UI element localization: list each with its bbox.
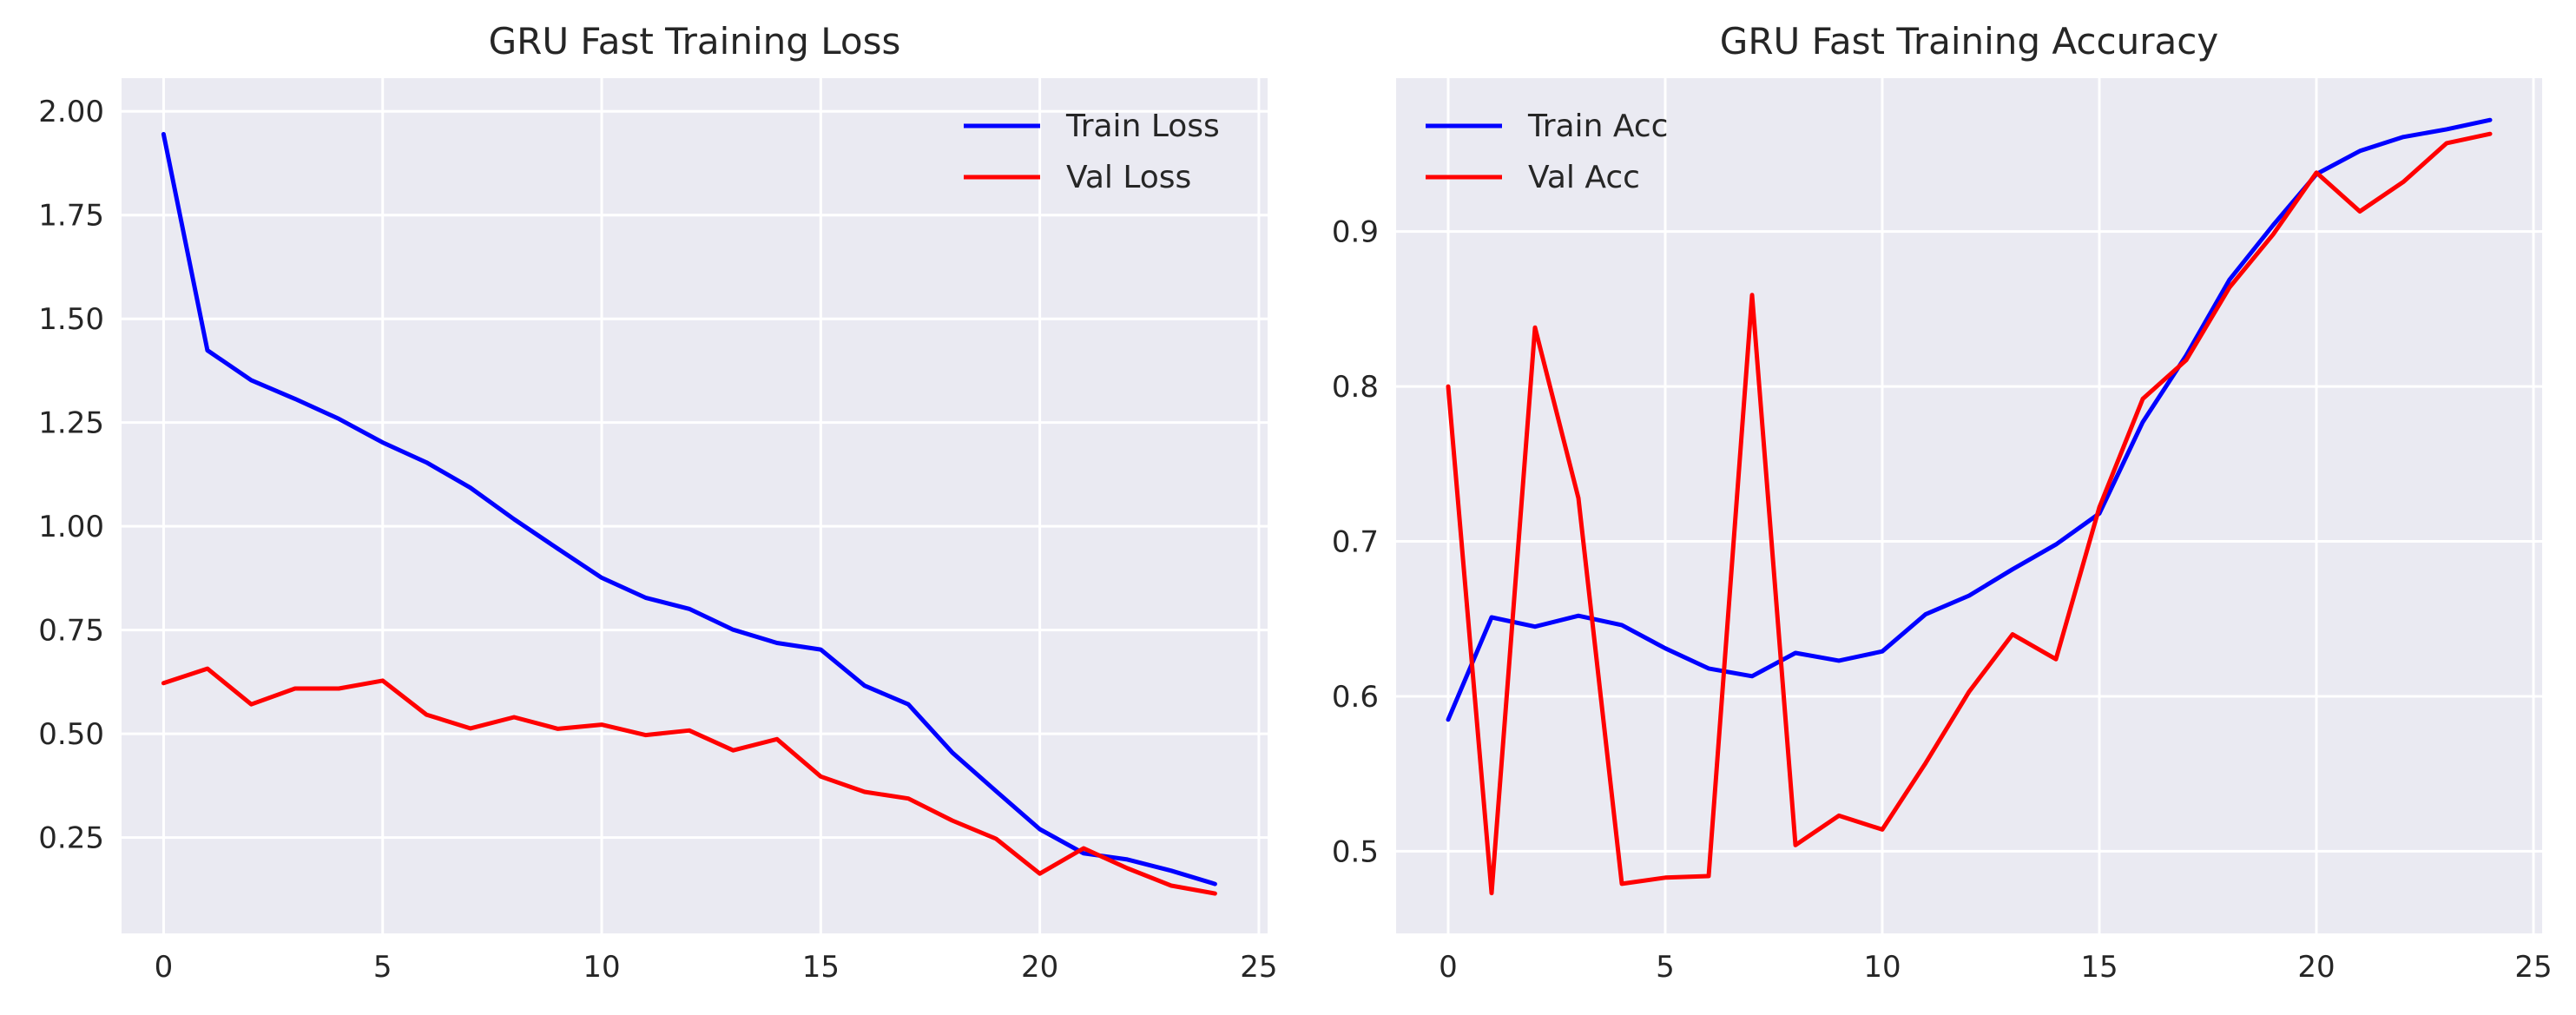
loss-x-tick-label: 5: [373, 950, 392, 985]
loss-train-loss-line: [161, 132, 1217, 886]
loss-y-tick-label: 1.25: [38, 406, 104, 441]
loss-x-tick-label: 0: [155, 950, 174, 985]
loss-val-loss-line: [161, 666, 1217, 896]
loss-tick-labels: 0 5 10 15 20 25 0.25 0.50 0.75 1.00 1.25 1.50 1.75 2.…: [38, 95, 1277, 985]
accuracy-legend: Train Acc Val Acc: [1426, 109, 1668, 195]
loss-plot-area: [122, 78, 1268, 933]
accuracy-x-tick-label: 5: [1656, 950, 1675, 985]
loss-x-tick-label: 15: [802, 950, 840, 985]
loss-series-lines: [161, 132, 1217, 896]
accuracy-legend-label-val: Val Acc: [1528, 160, 1640, 195]
loss-x-tick-label: 20: [1021, 950, 1058, 985]
accuracy-x-tick-label: 0: [1439, 950, 1458, 985]
accuracy-series-lines: [1446, 117, 2493, 896]
accuracy-chart: 0 5 10 15 20 25 0.5 0.6 0.7 0.8 0.9 GRU Fast Train…: [1332, 20, 2553, 985]
loss-y-tick-label: 2.00: [38, 95, 104, 129]
loss-y-tick-label: 0.50: [38, 717, 104, 752]
accuracy-y-tick-label: 0.9: [1332, 215, 1379, 250]
accuracy-x-tick-label: 25: [2514, 950, 2552, 985]
accuracy-plot-area: [1396, 78, 2542, 933]
accuracy-y-tick-label: 0.7: [1332, 525, 1379, 560]
loss-y-tick-label: 0.25: [38, 821, 104, 856]
accuracy-x-tick-label: 15: [2080, 950, 2118, 985]
loss-legend-label-val: Val Loss: [1066, 160, 1191, 195]
accuracy-y-tick-label: 0.6: [1332, 680, 1379, 715]
loss-y-tick-label: 1.00: [38, 510, 104, 544]
loss-gridlines: [122, 78, 1268, 933]
loss-legend: Train Loss Val Loss: [964, 109, 1220, 195]
loss-y-tick-label: 1.50: [38, 302, 104, 337]
accuracy-y-tick-label: 0.8: [1332, 370, 1379, 405]
accuracy-x-tick-label: 20: [2297, 950, 2335, 985]
loss-y-tick-label: 0.75: [38, 614, 104, 649]
accuracy-tick-labels: 0 5 10 15 20 25 0.5 0.6 0.7 0.8 0.9: [1332, 215, 2553, 985]
accuracy-legend-label-train: Train Acc: [1527, 109, 1668, 144]
loss-chart: 0 5 10 15 20 25 0.25 0.50 0.75 1.00 1.25 1.50 1.75 2.…: [38, 20, 1277, 985]
loss-legend-label-train: Train Loss: [1065, 109, 1220, 144]
loss-x-tick-label: 25: [1240, 950, 1277, 985]
loss-x-tick-label: 10: [583, 950, 620, 985]
accuracy-x-tick-label: 10: [1863, 950, 1901, 985]
accuracy-chart-title: GRU Fast Training Accuracy: [1720, 20, 2218, 63]
accuracy-gridlines: [1396, 78, 2542, 933]
loss-chart-title: GRU Fast Training Loss: [489, 20, 901, 63]
loss-y-tick-label: 1.75: [38, 199, 104, 234]
accuracy-val-acc-line: [1446, 131, 2493, 896]
accuracy-y-tick-label: 0.5: [1332, 834, 1379, 869]
